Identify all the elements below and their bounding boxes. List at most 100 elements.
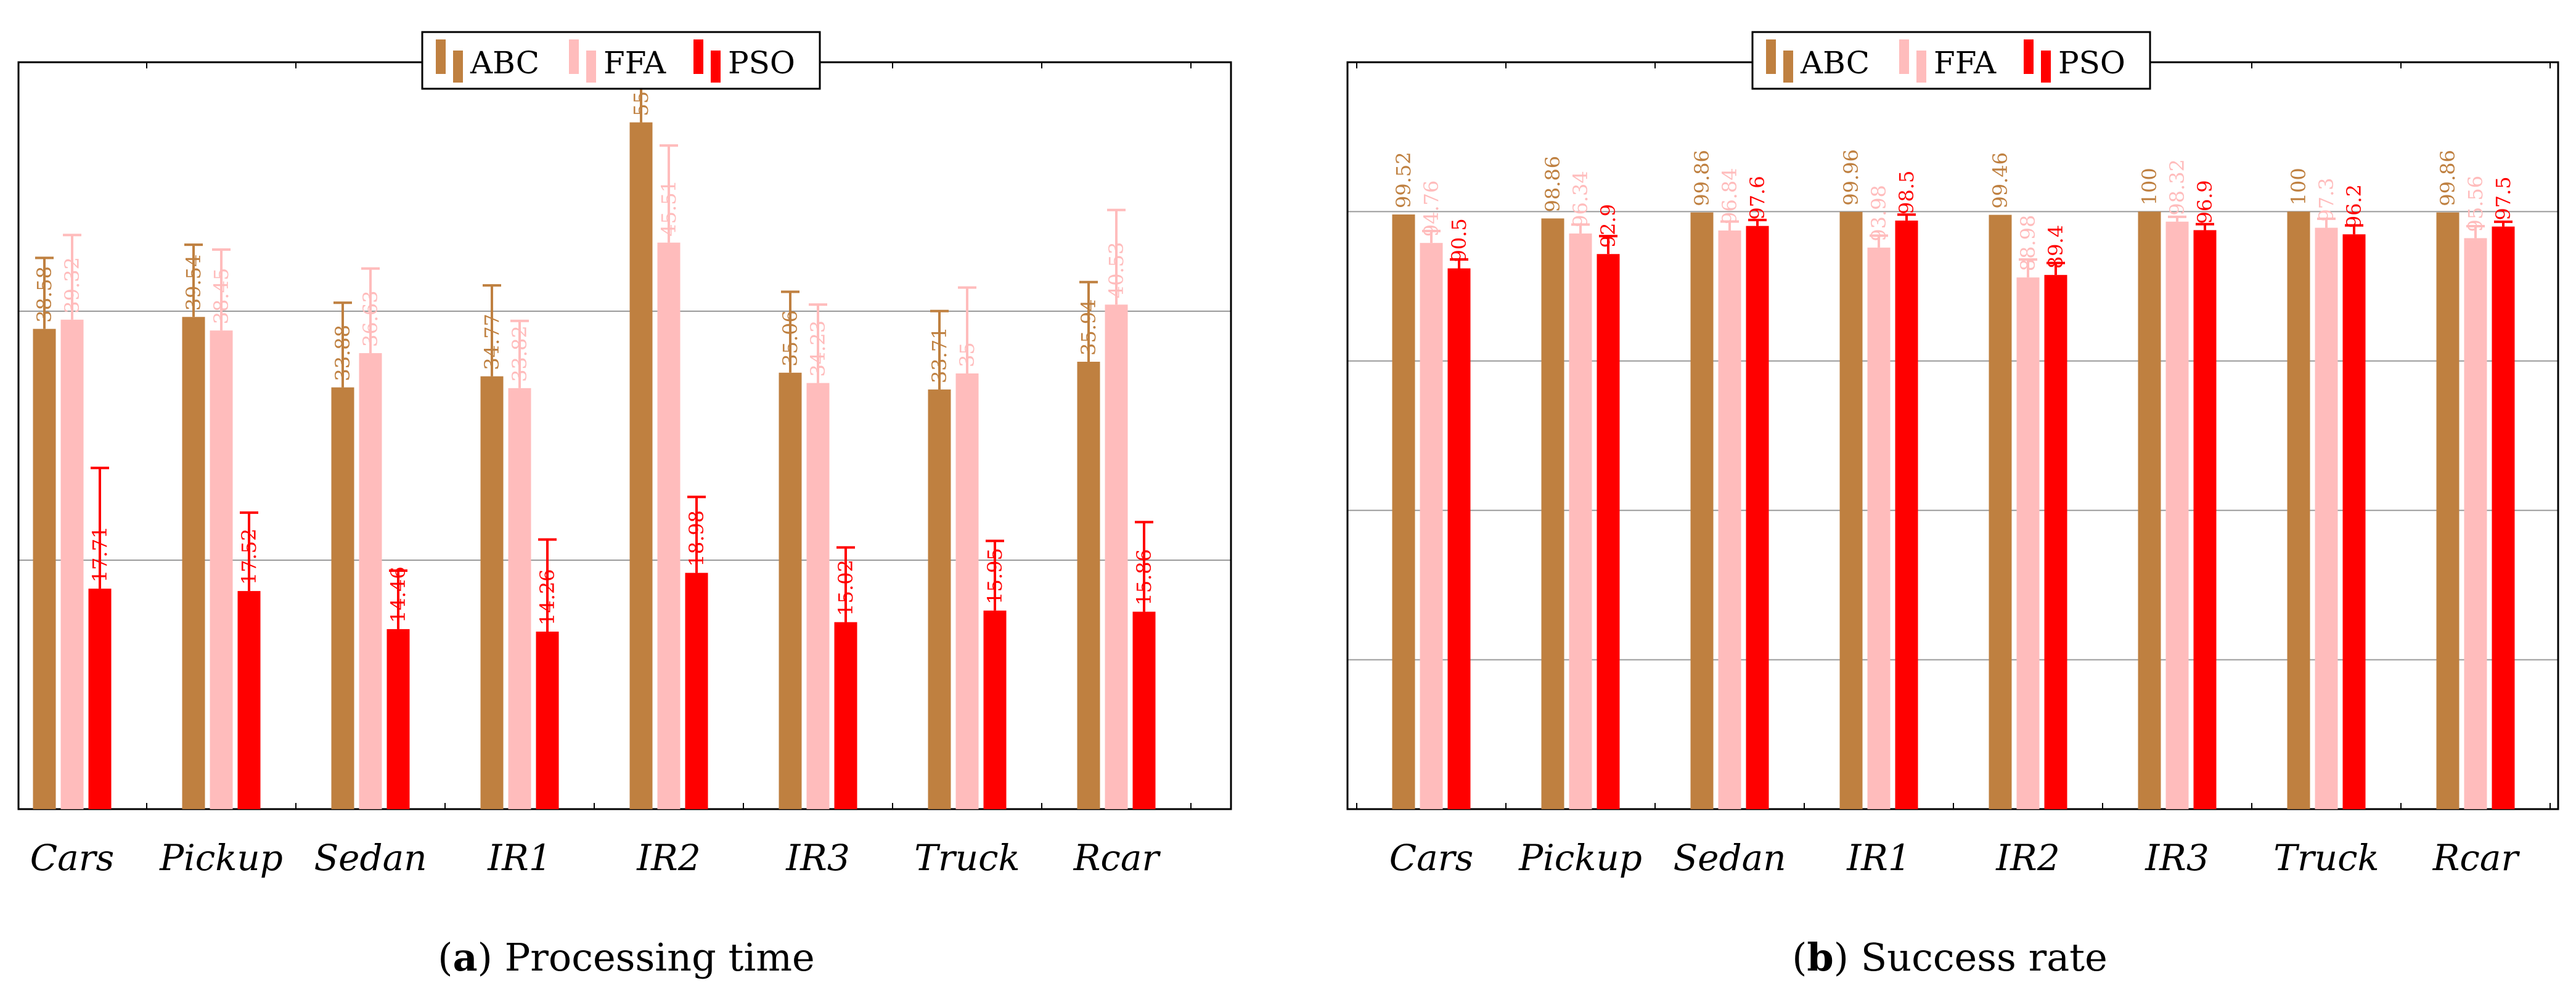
- bar-pso-truck: [2342, 234, 2366, 809]
- bar-pso-ir3: [834, 622, 857, 809]
- bar-abc-sedan: [1690, 212, 1714, 809]
- bar-pso-sedan: [1746, 226, 1769, 809]
- data-label: 17.71: [88, 526, 112, 583]
- data-label: 99.46: [1989, 152, 2012, 209]
- legend-swatch-ffa: [586, 51, 596, 83]
- panel-a: 38.58 39.32 17.71 Cars 39.54 38.45 17.52 Pickup…: [17, 31, 1232, 980]
- bar-ffa-ir3: [806, 383, 830, 809]
- bar-ffa-ir3: [2165, 221, 2189, 809]
- bar-pso-sedan: [386, 629, 410, 809]
- data-label: 33.88: [331, 325, 354, 381]
- data-label: 15.95: [983, 548, 1007, 605]
- data-label: 33.71: [928, 327, 951, 383]
- x-tick-label: Truck: [914, 837, 1020, 879]
- data-label: 39.32: [60, 257, 84, 314]
- bar-ffa-cars: [1420, 243, 1443, 809]
- legend-swatch-pso: [693, 39, 703, 74]
- bar-ffa-truck: [955, 373, 979, 809]
- bar-pso-ir1: [1895, 220, 1918, 810]
- data-label: 15.86: [1132, 549, 1156, 606]
- legend-swatch-abc: [1783, 51, 1793, 83]
- data-label: 98.5: [1895, 171, 1918, 214]
- data-label: 99.86: [2436, 150, 2459, 206]
- bar-abc-rcar: [2436, 212, 2459, 809]
- bar-abc-truck: [2287, 211, 2310, 809]
- legend-label-ffa: FFA: [603, 45, 666, 81]
- bar-ffa-cars: [60, 319, 84, 809]
- data-label: 96.84: [1718, 168, 1741, 224]
- bar-pso-pickup: [1597, 254, 1620, 810]
- x-tick-label: IR3: [785, 837, 849, 879]
- x-tick-label: IR2: [636, 837, 700, 879]
- x-tick-label: Sedan: [314, 837, 427, 879]
- data-label: 96.34: [1569, 171, 1592, 227]
- legend-swatch-pso: [711, 51, 721, 83]
- data-label: 98.32: [2165, 159, 2189, 216]
- bar-abc-ir2: [629, 122, 653, 809]
- x-tick-label: Cars: [30, 837, 114, 879]
- data-label: 35.06: [779, 310, 802, 367]
- data-label: 95.56: [2464, 176, 2487, 232]
- bar-ffa-sedan: [359, 353, 382, 809]
- bar-ffa-ir1: [1867, 247, 1891, 810]
- caption-text: Processing time: [505, 935, 815, 980]
- bar-pso-cars: [1447, 268, 1471, 810]
- bar-abc-pickup: [182, 317, 205, 809]
- legend-swatch-pso: [2024, 39, 2034, 74]
- x-tick-label: Pickup: [159, 837, 283, 879]
- x-tick-label: Rcar: [2432, 837, 2521, 879]
- legend-label-pso: PSO: [728, 45, 795, 81]
- legend-label-abc: ABC: [1800, 45, 1870, 81]
- bar-pso-rcar: [2492, 226, 2515, 809]
- legend: ABC FFA PSO: [1751, 31, 2151, 90]
- x-tick-label: Cars: [1389, 837, 1473, 879]
- bar-ffa-pickup: [210, 330, 233, 809]
- bar-abc-sedan: [331, 387, 354, 809]
- bar-ffa-rcar: [2464, 238, 2487, 810]
- caption-paren: ): [1834, 935, 1861, 980]
- caption-text: Success rate: [1861, 935, 2108, 980]
- data-label: 17.52: [237, 528, 261, 585]
- legend-swatch-abc: [436, 39, 446, 74]
- caption-letter: b: [1807, 935, 1833, 980]
- bar-pso-ir1: [536, 631, 559, 809]
- data-label: 88.98: [2016, 215, 2040, 272]
- x-tick-label: Truck: [2273, 837, 2379, 879]
- legend-swatch-abc: [453, 51, 463, 83]
- data-label: 34.77: [480, 314, 504, 370]
- bar-abc-ir3: [2138, 211, 2161, 809]
- legend-label-abc: ABC: [470, 45, 539, 81]
- data-label: 94.76: [1420, 181, 1443, 237]
- data-label: 89.4: [2044, 225, 2067, 269]
- legend-swatch-ffa: [1899, 39, 1909, 74]
- data-label: 34.23: [806, 320, 830, 377]
- data-label: 96.9: [2193, 180, 2217, 224]
- data-label: 100: [2138, 168, 2161, 205]
- plot-frame: [1346, 61, 2559, 810]
- x-tick-label: Rcar: [1073, 837, 1161, 879]
- data-label: 18.98: [685, 510, 708, 567]
- data-label: 100: [2287, 168, 2310, 205]
- panel-caption: (a) Processing time: [438, 935, 814, 980]
- data-label: 99.86: [1690, 150, 1714, 206]
- bar-abc-ir1: [480, 376, 504, 809]
- data-label: 99.52: [1392, 152, 1415, 208]
- data-label: 92.9: [1597, 204, 1620, 248]
- data-label: 93.98: [1867, 185, 1891, 242]
- bar-ffa-ir2: [657, 242, 681, 809]
- bar-ffa-ir2: [2016, 277, 2040, 810]
- data-label: 96.2: [2342, 184, 2366, 228]
- legend-box: [421, 31, 821, 90]
- legend-swatch-abc: [1766, 39, 1776, 74]
- data-label: 14.46: [386, 566, 410, 623]
- legend-label-pso: PSO: [2058, 45, 2125, 81]
- bar-pso-ir3: [2193, 230, 2217, 809]
- x-tick-label: IR3: [2145, 837, 2209, 879]
- legend-label-ffa: FFA: [1934, 45, 1997, 81]
- bar-abc-cars: [33, 328, 56, 809]
- data-label: 38.58: [33, 266, 56, 323]
- bar-ffa-sedan: [1718, 230, 1741, 809]
- data-label: 36.63: [359, 290, 382, 347]
- legend-swatch-ffa: [1916, 51, 1926, 83]
- bar-abc-truck: [928, 389, 951, 809]
